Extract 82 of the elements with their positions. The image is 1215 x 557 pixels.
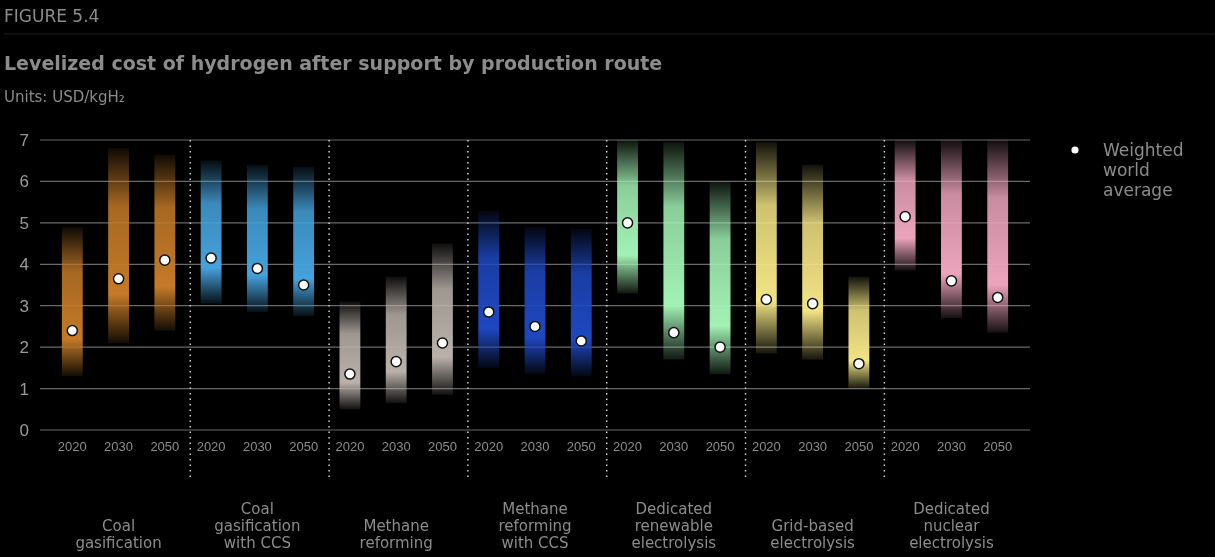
point [529, 320, 541, 333]
bar [617, 140, 638, 294]
bar [154, 154, 176, 331]
point [390, 355, 402, 368]
x-tick-label: 2020 [890, 438, 920, 454]
bar [478, 210, 500, 368]
x-tick-label: 2020 [196, 438, 226, 454]
y-tick-label: 4 [19, 255, 29, 275]
point [899, 210, 911, 223]
x-tick-label: 2050 [150, 438, 180, 454]
bar [755, 142, 777, 354]
y-tick-label: 0 [19, 420, 29, 440]
text: Dedicated renewable electrolysis [631, 500, 717, 552]
point [251, 262, 264, 275]
bar [432, 243, 453, 395]
chart-title: Levelized cost of hydrogen after support by production route [4, 52, 663, 74]
bar [61, 227, 83, 377]
x-tick-label: 2050 [566, 438, 596, 454]
text: Methane reforming [359, 517, 433, 552]
y-tick-label: 1 [19, 379, 29, 399]
bar [709, 181, 731, 375]
x-tick-label: 2030 [659, 438, 689, 454]
caption: FIGURE 5.4 [4, 6, 100, 26]
x-tick-label: 2050 [844, 438, 874, 454]
bar [524, 227, 546, 375]
text: Coal gasification with CCS [214, 500, 301, 552]
bar [246, 164, 268, 312]
x-tick-label: 2020 [613, 438, 642, 454]
x-tick-label: 2030 [936, 438, 966, 454]
x-tick-label: 2020 [335, 438, 365, 454]
x-tick-label: 2030 [798, 438, 828, 454]
bar [339, 301, 361, 410]
x-tick-label: 2020 [751, 438, 781, 454]
legend-label: Weighted world average [1103, 140, 1184, 200]
bar [802, 164, 824, 360]
point [714, 341, 726, 353]
x-tick-label: 2020 [57, 438, 87, 454]
x-tick-label: 2030 [242, 438, 272, 454]
bar [987, 140, 1009, 333]
point [760, 293, 773, 306]
point [159, 254, 171, 266]
point [66, 324, 79, 337]
text: Methane reforming with CCS [498, 500, 572, 552]
x-tick-label: 2030 [520, 438, 550, 454]
point [621, 217, 634, 229]
bar [570, 229, 592, 377]
bar [848, 276, 870, 389]
y-tick-label: 5 [19, 213, 29, 233]
point [436, 337, 449, 349]
point [344, 368, 356, 380]
y-tick-label: 3 [19, 296, 29, 316]
text: Coal gasification [75, 517, 162, 552]
x-tick-label: 2050 [983, 438, 1013, 454]
bar [385, 276, 407, 404]
x-tick-label: 2030 [381, 438, 411, 454]
point [297, 279, 310, 291]
point [112, 273, 125, 285]
text: Dedicated nuclear electrolysis [909, 500, 994, 552]
text: Grid-based electrolysis [770, 517, 856, 552]
bar [293, 166, 315, 317]
point [853, 357, 865, 370]
point [668, 326, 680, 339]
bar [200, 160, 222, 304]
bar [663, 142, 685, 360]
y-tick-label: 7 [19, 130, 29, 150]
point [482, 306, 495, 318]
bar [108, 148, 129, 343]
chart-subtitle: Units: USD/kgH₂ [4, 88, 125, 106]
bar [941, 140, 962, 319]
y-tick-label: 6 [19, 172, 29, 192]
x-tick-label: 2050 [428, 438, 457, 454]
x-tick-label: 2020 [474, 438, 504, 454]
point [945, 275, 958, 287]
x-tick-label: 2050 [289, 438, 319, 454]
x-tick-label: 2050 [705, 438, 735, 454]
x-tick-label: 2030 [104, 438, 134, 454]
point [205, 252, 217, 264]
point [806, 297, 819, 310]
y-tick-label: 2 [19, 338, 29, 358]
bar [894, 140, 916, 271]
point [575, 335, 588, 347]
point [991, 291, 1004, 304]
